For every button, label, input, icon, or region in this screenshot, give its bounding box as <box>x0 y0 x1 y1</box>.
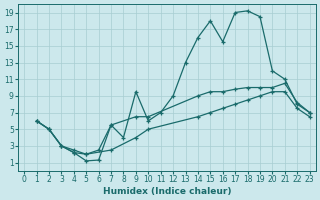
X-axis label: Humidex (Indice chaleur): Humidex (Indice chaleur) <box>103 187 231 196</box>
